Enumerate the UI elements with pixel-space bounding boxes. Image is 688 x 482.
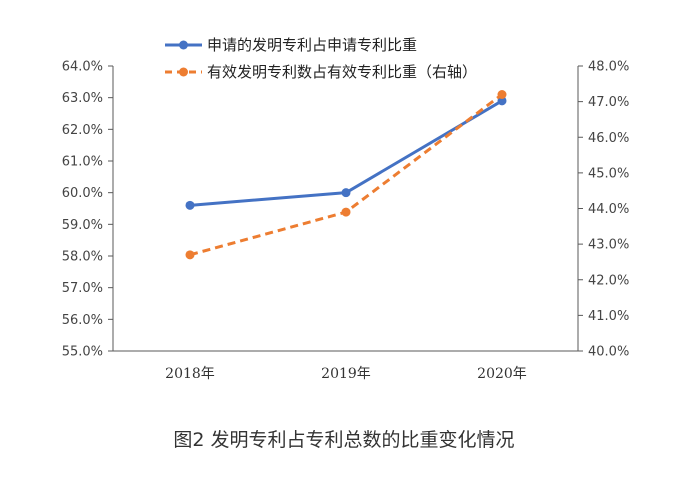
right-tick-label: 41.0% xyxy=(588,309,629,324)
left-tick-label: 61.0% xyxy=(62,155,103,170)
series-2-point xyxy=(341,207,351,217)
legend-marker-2 xyxy=(179,67,188,77)
left-tick-label: 64.0% xyxy=(62,60,103,75)
series-layer xyxy=(185,90,507,260)
right-tick-label: 47.0% xyxy=(588,95,629,110)
series-2-point xyxy=(497,90,507,99)
series-2-point xyxy=(185,250,195,260)
left-tick-label: 60.0% xyxy=(62,186,103,201)
series-1-point xyxy=(341,188,351,198)
series-1-point xyxy=(497,96,507,106)
legend: 申请的发明专利占申请专利比重 有效发明专利数占有效专利比重（右轴） xyxy=(165,36,477,81)
left-tick-label: 62.0% xyxy=(62,123,103,138)
chart-caption: 图2 发明专利占专利总数的比重变化情况 xyxy=(173,429,514,451)
category-label: 2018年 xyxy=(165,366,215,382)
right-tick-label: 40.0% xyxy=(588,345,629,360)
left-tick-label: 57.0% xyxy=(62,281,103,296)
legend-marker-1 xyxy=(179,40,188,50)
right-tick-label: 45.0% xyxy=(588,166,629,181)
category-label: 2020年 xyxy=(477,366,527,382)
right-tick-label: 43.0% xyxy=(588,238,629,253)
left-tick-label: 55.0% xyxy=(62,345,103,360)
left-tick-label: 59.0% xyxy=(62,218,103,233)
left-tick-label: 56.0% xyxy=(62,313,103,328)
category-label: 2019年 xyxy=(321,366,371,382)
left-tick-label: 58.0% xyxy=(62,250,103,265)
right-tick-label: 46.0% xyxy=(588,131,629,146)
right-tick-label: 44.0% xyxy=(588,202,629,217)
left-y-axis: 55.0% 56.0% 57.0% 58.0% 59.0% 60.0% 61.0% 62.0%… xyxy=(62,60,113,360)
right-y-axis: 40.0% 41.0% 42.0% 43.0% 44.0% 45.0% 46.0% 47.0%… xyxy=(578,60,629,360)
right-tick-label: 48.0% xyxy=(588,60,629,75)
series-1-point xyxy=(185,200,195,210)
legend-label-2: 有效发明专利数占有效专利比重（右轴） xyxy=(207,63,477,81)
right-tick-label: 42.0% xyxy=(588,273,629,288)
legend-label-1: 申请的发明专利占申请专利比重 xyxy=(207,36,417,54)
x-axis: 2018年 2019年 2020年 xyxy=(165,366,527,382)
series-line-2 xyxy=(189,93,503,257)
left-tick-label: 63.0% xyxy=(62,91,103,106)
